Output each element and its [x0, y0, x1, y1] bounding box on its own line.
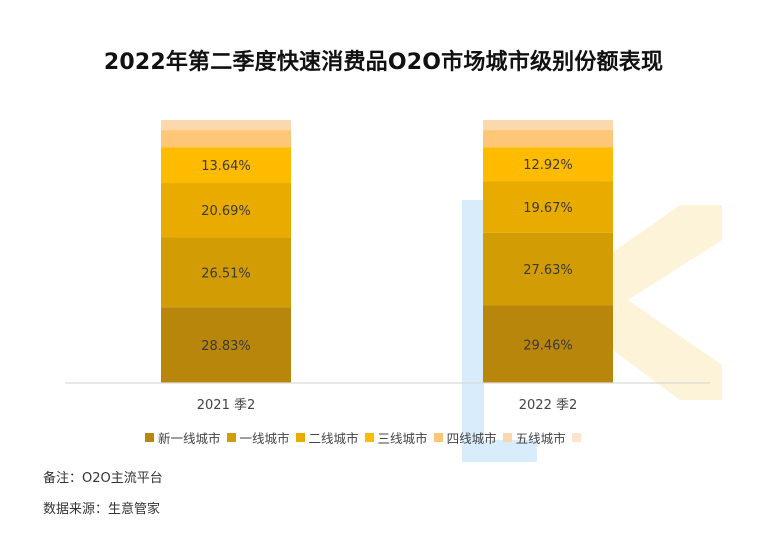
legend-item: 新一线城市 — [145, 428, 221, 447]
x-tick-label: 2022 季2 — [519, 398, 578, 413]
bar-segment — [161, 130, 291, 148]
bar-segment — [483, 181, 613, 233]
legend-swatch — [295, 432, 305, 442]
data-label: 27.63% — [523, 263, 573, 278]
legend: 新一线城市 一线城市 二线城市 三线城市 四线城市 五线城市 — [145, 428, 581, 446]
legend-trailing-swatch — [571, 432, 581, 442]
bar-segment — [161, 183, 291, 238]
legend-label: 一线城市 — [239, 430, 290, 446]
legend-label: 五线城市 — [515, 430, 566, 446]
footer-note: 备注：O2O主流平台 — [43, 471, 163, 486]
data-label: 20.69% — [201, 204, 251, 219]
data-label: 28.83% — [201, 339, 251, 354]
legend-swatch — [226, 432, 236, 442]
bar-segment — [483, 232, 613, 306]
footer-source: 数据来源：生意管家 — [43, 502, 161, 517]
legend-swatch — [145, 432, 154, 442]
legend-label: 新一线城市 — [158, 430, 221, 446]
legend-item: 一线城市 — [226, 428, 290, 447]
chart-title: 2022年第二季度快速消费品O2O市场城市级别份额表现 — [103, 50, 664, 75]
data-label: 13.64% — [201, 159, 251, 174]
data-label: 12.92% — [523, 158, 573, 173]
legend-label: 二线城市 — [308, 430, 359, 446]
bar-segment — [161, 120, 291, 131]
legend-item: 四线城市 — [433, 428, 497, 447]
legend-item: 三线城市 — [364, 428, 428, 447]
watermark-bar-vertical — [462, 200, 484, 462]
bar-segment — [161, 237, 291, 308]
bar-segment — [483, 147, 613, 182]
bar-segment — [161, 147, 291, 184]
bar-segment — [483, 120, 613, 131]
data-label: 26.51% — [201, 266, 251, 281]
bar-segment — [161, 307, 291, 383]
watermark-chevron — [545, 205, 722, 400]
bars-group: 28.83% 26.51% 20.69% 13.64% 29.46% 27.63% 19.6… — [161, 120, 613, 383]
legend-label: 四线城市 — [446, 430, 497, 446]
data-label: 19.67% — [523, 201, 573, 216]
x-axis-ticks: 2021 季2 2022 季2 — [197, 398, 578, 413]
stacked-bar-chart: 28.83% 26.51% 20.69% 13.64% 29.46% 27.63% 19.6… — [65, 120, 710, 413]
legend-item: 二线城市 — [295, 428, 359, 447]
legend-swatch — [433, 432, 443, 442]
legend-swatch — [502, 432, 512, 442]
bar-segment — [483, 130, 613, 148]
data-label: 29.46% — [523, 338, 573, 353]
watermark-bar-horizontal — [462, 440, 537, 462]
legend-swatch — [364, 432, 374, 442]
legend-item: 五线城市 — [502, 428, 566, 447]
x-tick-label: 2021 季2 — [197, 398, 256, 413]
legend-label: 三线城市 — [377, 430, 428, 446]
bar-segment — [483, 305, 613, 383]
